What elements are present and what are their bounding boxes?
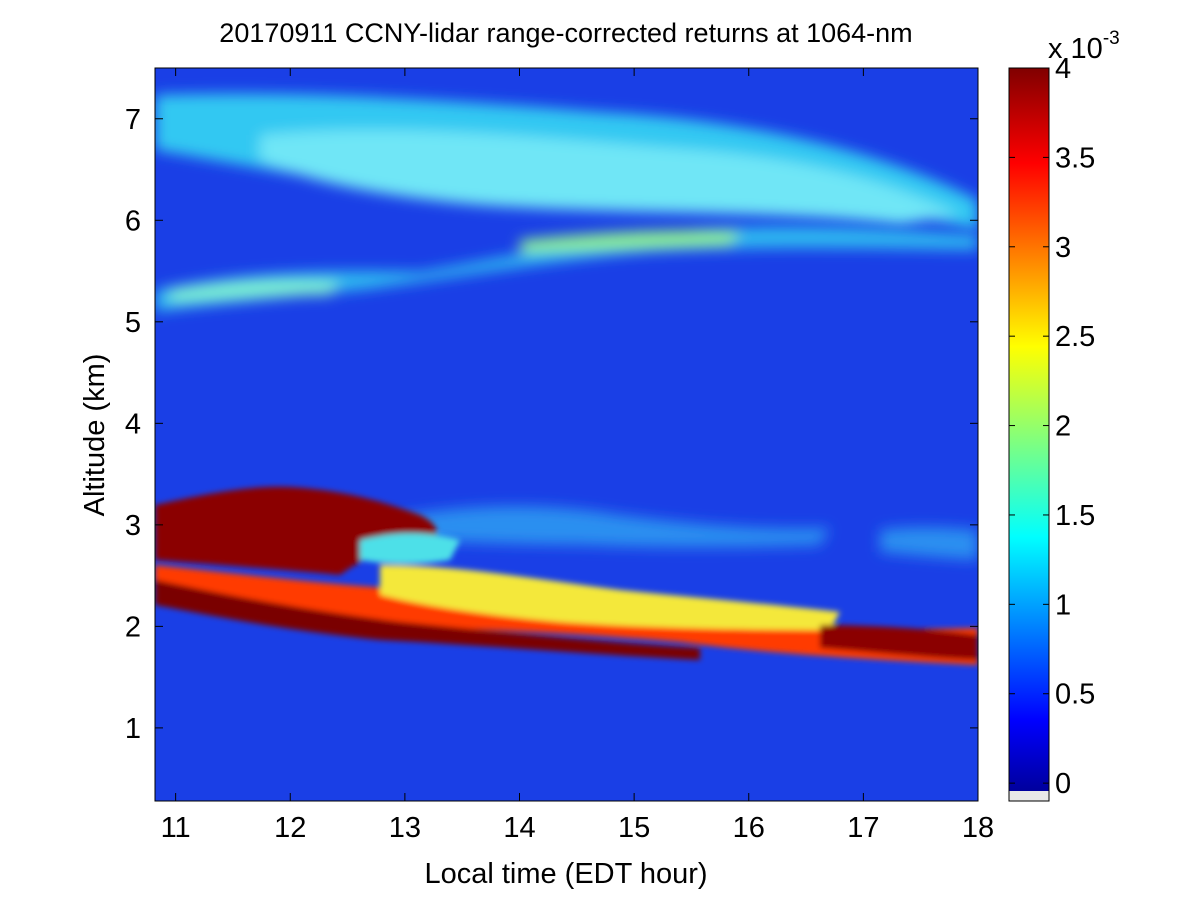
- x-tick-label-14: 14: [503, 812, 535, 844]
- upper-cloud-layer: [155, 93, 978, 230]
- y-axis-label: Altitude (km): [79, 354, 111, 517]
- y-tick-label-5: 5: [125, 307, 141, 339]
- colorbar-exponent: x 10-3: [1048, 28, 1120, 65]
- colorbar-tick-label-1: 0.5: [1055, 679, 1095, 711]
- x-tick-label-18: 18: [962, 812, 994, 844]
- x-tick-label-11: 11: [161, 812, 191, 844]
- colorbar-frame: [1008, 67, 1050, 802]
- x-tick-label-13: 13: [389, 812, 421, 844]
- colorbar-tick-label-6: 3: [1055, 232, 1071, 264]
- y-tick-label-3: 3: [125, 510, 141, 542]
- y-axis-ticks: 1 2 3 4 5 6 7: [125, 104, 978, 745]
- colorbar-tick-label-5: 2.5: [1055, 321, 1095, 353]
- chart-title: 20170911 CCNY-lidar range-corrected retu…: [219, 18, 912, 48]
- y-tick-label-6: 6: [125, 205, 141, 237]
- plot-frame: [154, 67, 979, 802]
- x-tick-label-17: 17: [847, 812, 879, 844]
- y-tick-label-7: 7: [125, 104, 141, 136]
- colorbar-tick-label-4: 2: [1055, 411, 1071, 443]
- x-axis-ticks: 11 12 13 14 15 16 17 18: [161, 68, 994, 844]
- y-tick-label-4: 4: [125, 408, 141, 440]
- y-tick-label-2: 2: [125, 611, 141, 643]
- colorbar-ticks: 0 0.5 1 1.5 2 2.5 3 3.5 4: [1009, 53, 1095, 800]
- colorbar-tick-label-7: 3.5: [1055, 142, 1095, 174]
- colorbar-undefined-swatch: [1009, 791, 1049, 801]
- x-tick-label-12: 12: [274, 812, 306, 844]
- x-tick-label-15: 15: [618, 812, 650, 844]
- faint-layer-3km: [380, 506, 978, 560]
- aerosol-layer: [155, 486, 978, 665]
- mid-cloud-layer: [155, 226, 978, 312]
- colorbar-tick-label-0: 0: [1055, 768, 1071, 800]
- colorbar-exponent-base: x 10: [1048, 33, 1103, 65]
- y-tick-label-1: 1: [125, 713, 141, 745]
- colorbar-exponent-power: -3: [1103, 28, 1120, 49]
- colorbar-gradient: [1009, 68, 1049, 801]
- colorbar-tick-label-3: 1.5: [1055, 500, 1095, 532]
- x-tick-label-16: 16: [733, 812, 765, 844]
- colorbar-tick-label-2: 1: [1055, 589, 1071, 621]
- colorbar: 0 0.5 1 1.5 2 2.5 3 3.5 4 x 10-3: [1008, 28, 1120, 802]
- colorbar-tick-label-8: 4: [1055, 53, 1071, 85]
- x-axis-label: Local time (EDT hour): [424, 858, 707, 890]
- heatmap-plot-area: [155, 68, 978, 801]
